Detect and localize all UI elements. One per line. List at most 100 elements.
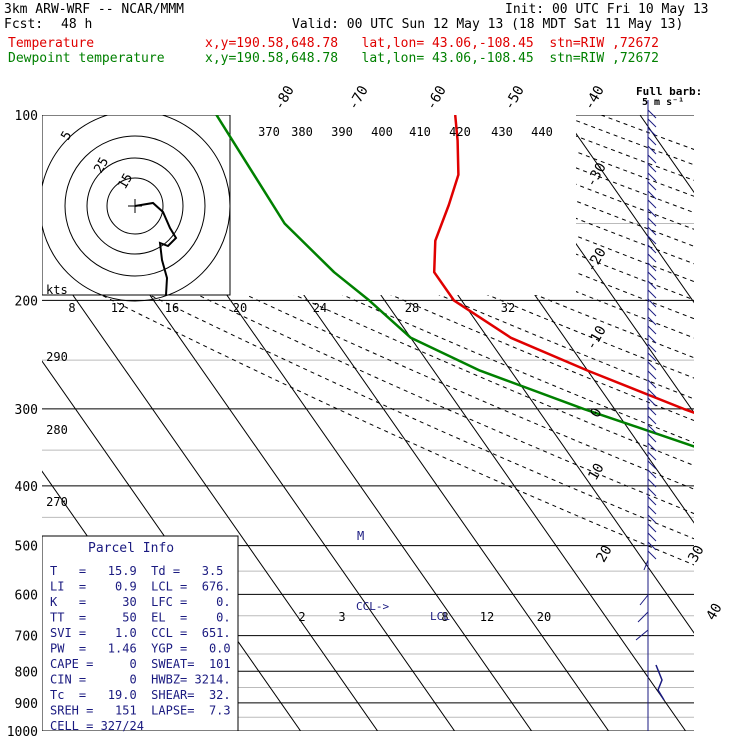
hodograph-ring (64, 135, 206, 277)
model-title: 3km ARW-WRF -- NCAR/MMM (4, 2, 185, 17)
mixing-ratio-label: 20 (233, 301, 247, 315)
wind-barb (647, 352, 657, 362)
wind-barb (647, 226, 657, 236)
isotherm-label: -30 (583, 160, 610, 190)
wind-barb (647, 172, 657, 182)
wind-barb (647, 325, 657, 335)
forecast-label: Fcst: (4, 17, 44, 32)
wind-barb (647, 163, 657, 173)
wind-barb (647, 550, 657, 560)
dry-adiabat-line (42, 174, 694, 467)
wind-barb (647, 109, 657, 119)
theta-label: 420 (449, 125, 471, 139)
dry-adiabat-line (42, 240, 694, 540)
wind-barb (647, 361, 657, 371)
parcel-info-row: SREH = 151 LAPSE= 7.3 (50, 704, 231, 718)
isotherm-label: 30 (685, 543, 707, 566)
wind-barb (647, 298, 657, 308)
pressure-tick-label: 700 (15, 630, 38, 645)
forecast-hour: 48 h (61, 17, 93, 32)
wind-barb (647, 208, 657, 218)
theta-label: 440 (531, 125, 553, 139)
parcel-info-row: SVI = 1.0 CCL = 651. (50, 626, 231, 640)
wind-barb (647, 505, 657, 515)
pressure-tick-label: 900 (15, 697, 38, 712)
hodograph-ring (42, 115, 231, 302)
parcel-info-row: Tc = 19.0 SHEAR= 32. (50, 688, 231, 702)
theta-label-left: 290 (46, 350, 68, 364)
pressure-tick-label: 800 (15, 665, 38, 680)
hodograph-ring (86, 157, 184, 255)
isotherm-line (42, 250, 379, 731)
isotherm-label: 0 (587, 405, 605, 420)
isotherm-line (639, 115, 694, 194)
wind-barb (647, 136, 657, 146)
mixing-ratio-label: 32 (501, 301, 515, 315)
wind-barb (647, 496, 657, 506)
ccl-annotation: CCL-> (356, 600, 389, 613)
theta-label: 370 (258, 125, 280, 139)
wind-barb (647, 478, 657, 488)
wind-barb (647, 379, 657, 389)
wind-barb (647, 532, 657, 542)
isotherm-label: -40 (581, 83, 608, 113)
theta-label: 430 (491, 125, 513, 139)
wind-key-value: 5 m s⁻¹ (642, 97, 684, 108)
theta-label: 410 (409, 125, 431, 139)
moist-adiabat-line (713, 300, 740, 740)
temperature-legend-info: x,y=190.58,648.78 lat,lon= 43.06,-108.45… (205, 36, 659, 51)
wind-barb (647, 406, 657, 416)
isotherm-line (562, 115, 694, 304)
wind-barb (647, 262, 657, 272)
isotherm-label: 10 (585, 461, 607, 484)
wind-barb (647, 154, 657, 164)
wind-barb (647, 487, 657, 497)
parcel-info-row: K = 30 LFC = 0. (50, 595, 231, 609)
temperature-series-line (432, 115, 694, 414)
wind-barb (647, 118, 657, 128)
wind-barb (647, 460, 657, 470)
mixing-ratio-label-lower: 12 (480, 610, 494, 624)
wind-barb (647, 334, 657, 344)
temperature-legend-name: Temperature (8, 36, 95, 51)
theta-label: 400 (371, 125, 393, 139)
wind-barb (639, 594, 649, 606)
wind-barb (647, 388, 657, 398)
mixing-ratio-label-lower: 3 (338, 610, 345, 624)
wind-barb (647, 469, 657, 479)
isotherm-label: 20 (593, 543, 615, 566)
hodograph-ring-label: 25 (91, 155, 112, 176)
wind-barb (647, 523, 657, 533)
parcel-info-row: T = 15.9 Td = 3.5 (50, 564, 223, 578)
wind-barb (647, 181, 657, 191)
isotherm-label: -70 (345, 83, 372, 113)
theta-label-left: 280 (46, 423, 68, 437)
lcl-annotation: LCL (430, 610, 450, 623)
wind-barb (647, 199, 657, 209)
wind-barb (647, 235, 657, 245)
parcel-info-row: TT = 50 EL = 0. (50, 611, 231, 625)
parcel-info-panel (42, 535, 239, 731)
wind-barb (647, 253, 657, 263)
wind-barb (643, 559, 649, 571)
pressure-tick-label: 100 (15, 109, 38, 124)
wind-key-title: Full barb: (636, 85, 702, 98)
wind-barb (647, 280, 657, 290)
parcel-marker: M (357, 529, 364, 543)
pressure-tick-label: 1000 (7, 725, 38, 740)
theta-label: 380 (291, 125, 313, 139)
wind-barb (647, 424, 657, 434)
mixing-ratio-label: 24 (313, 301, 327, 315)
pressure-tick-label: 300 (15, 403, 38, 418)
wind-barb (647, 127, 657, 137)
parcel-info-row: CELL = 327/24 (50, 719, 144, 733)
wind-barb (647, 370, 657, 380)
dewpoint-legend-info: x,y=190.58,648.78 lat,lon= 43.06,-108.45… (205, 51, 659, 66)
dewpoint-legend-name: Dewpoint temperature (8, 51, 165, 66)
wind-barb (647, 289, 657, 299)
mixing-ratio-label: 8 (68, 301, 75, 315)
mixing-ratio-label: 12 (111, 301, 125, 315)
dry-adiabat-line (600, 115, 694, 150)
hodograph-unit-label: kts (46, 283, 68, 297)
